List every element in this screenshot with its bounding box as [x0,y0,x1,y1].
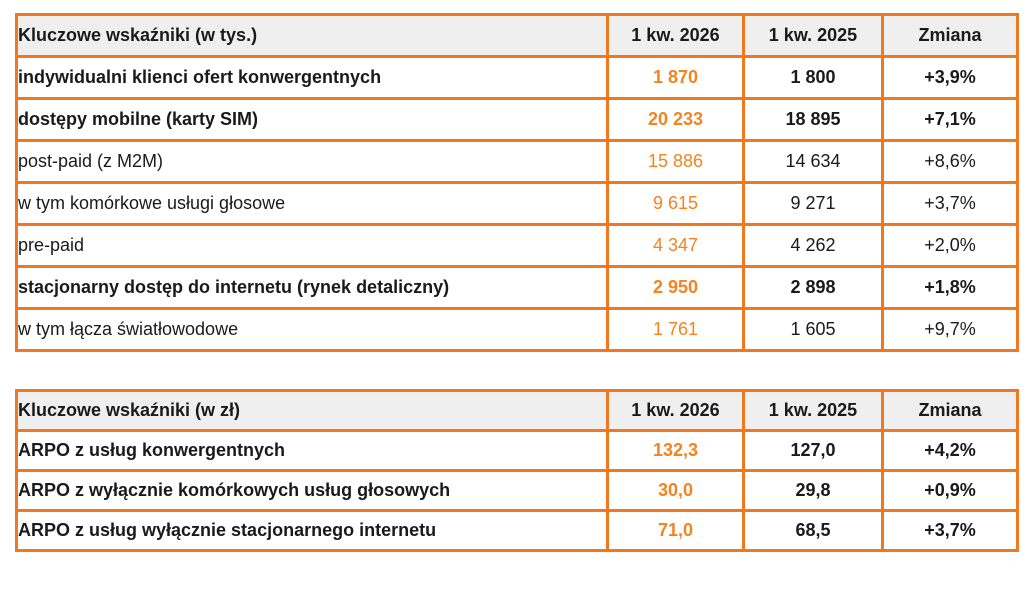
row-label: ARPO z usług konwergentnych [15,429,609,472]
value-2025: 1 605 [742,307,884,352]
row-label: dostępy mobilne (karty SIM) [15,97,609,142]
row-label: ARPO z usług wyłącznie stacjonarnego int… [15,509,609,552]
table-row: ARPO z usług wyłącznie stacjonarnego int… [15,509,1019,552]
value-change: +0,9% [881,469,1019,512]
value-2026: 20 233 [606,97,745,142]
table-row: indywidualni klienci ofert konwergentnyc… [15,55,1019,100]
row-label: indywidualni klienci ofert konwergentnyc… [15,55,609,100]
column-header-change: Zmiana [881,13,1019,58]
value-change: +4,2% [881,429,1019,472]
value-2025: 4 262 [742,223,884,268]
value-2026: 132,3 [606,429,745,472]
column-header-2025: 1 kw. 2025 [742,389,884,432]
row-label: pre-paid [15,223,609,268]
value-change: +3,9% [881,55,1019,100]
table-row: dostępy mobilne (karty SIM) 20 233 18 89… [15,97,1019,142]
value-2025: 14 634 [742,139,884,184]
value-2025: 2 898 [742,265,884,310]
table-header-row: Kluczowe wskaźniki (w zł) 1 kw. 2026 1 k… [15,389,1019,432]
value-change: +9,7% [881,307,1019,352]
value-change: +2,0% [881,223,1019,268]
value-2026: 71,0 [606,509,745,552]
value-2025: 127,0 [742,429,884,472]
table-row: w tym komórkowe usługi głosowe 9 615 9 2… [15,181,1019,226]
value-2026: 2 950 [606,265,745,310]
table-row: w tym łącza światłowodowe 1 761 1 605 +9… [15,307,1019,352]
kpi-table-arpo: Kluczowe wskaźniki (w zł) 1 kw. 2026 1 k… [15,389,1019,552]
value-2025: 1 800 [742,55,884,100]
kpi-table-volumes: Kluczowe wskaźniki (w tys.) 1 kw. 2026 1… [15,13,1019,352]
value-change: +1,8% [881,265,1019,310]
value-2026: 9 615 [606,181,745,226]
column-header-2025: 1 kw. 2025 [742,13,884,58]
value-2025: 29,8 [742,469,884,512]
value-2025: 68,5 [742,509,884,552]
row-label: w tym komórkowe usługi głosowe [15,181,609,226]
row-label: ARPO z wyłącznie komórkowych usług głoso… [15,469,609,512]
table-row: ARPO z usług konwergentnych 132,3 127,0 … [15,429,1019,472]
value-change: +3,7% [881,509,1019,552]
table-row: stacjonarny dostęp do internetu (rynek d… [15,265,1019,310]
value-2026: 1 761 [606,307,745,352]
table-header-row: Kluczowe wskaźniki (w tys.) 1 kw. 2026 1… [15,13,1019,58]
value-2026: 1 870 [606,55,745,100]
value-2026: 15 886 [606,139,745,184]
row-label: post-paid (z M2M) [15,139,609,184]
row-label: stacjonarny dostęp do internetu (rynek d… [15,265,609,310]
table-title: Kluczowe wskaźniki (w tys.) [15,13,609,58]
value-2025: 18 895 [742,97,884,142]
table-row: pre-paid 4 347 4 262 +2,0% [15,223,1019,268]
value-2026: 30,0 [606,469,745,512]
table-spacer [15,352,1016,389]
column-header-change: Zmiana [881,389,1019,432]
value-change: +8,6% [881,139,1019,184]
row-label: w tym łącza światłowodowe [15,307,609,352]
value-2025: 9 271 [742,181,884,226]
column-header-2026: 1 kw. 2026 [606,13,745,58]
table-row: post-paid (z M2M) 15 886 14 634 +8,6% [15,139,1019,184]
value-change: +7,1% [881,97,1019,142]
column-header-2026: 1 kw. 2026 [606,389,745,432]
table-title: Kluczowe wskaźniki (w zł) [15,389,609,432]
table-row: ARPO z wyłącznie komórkowych usług głoso… [15,469,1019,512]
value-2026: 4 347 [606,223,745,268]
value-change: +3,7% [881,181,1019,226]
